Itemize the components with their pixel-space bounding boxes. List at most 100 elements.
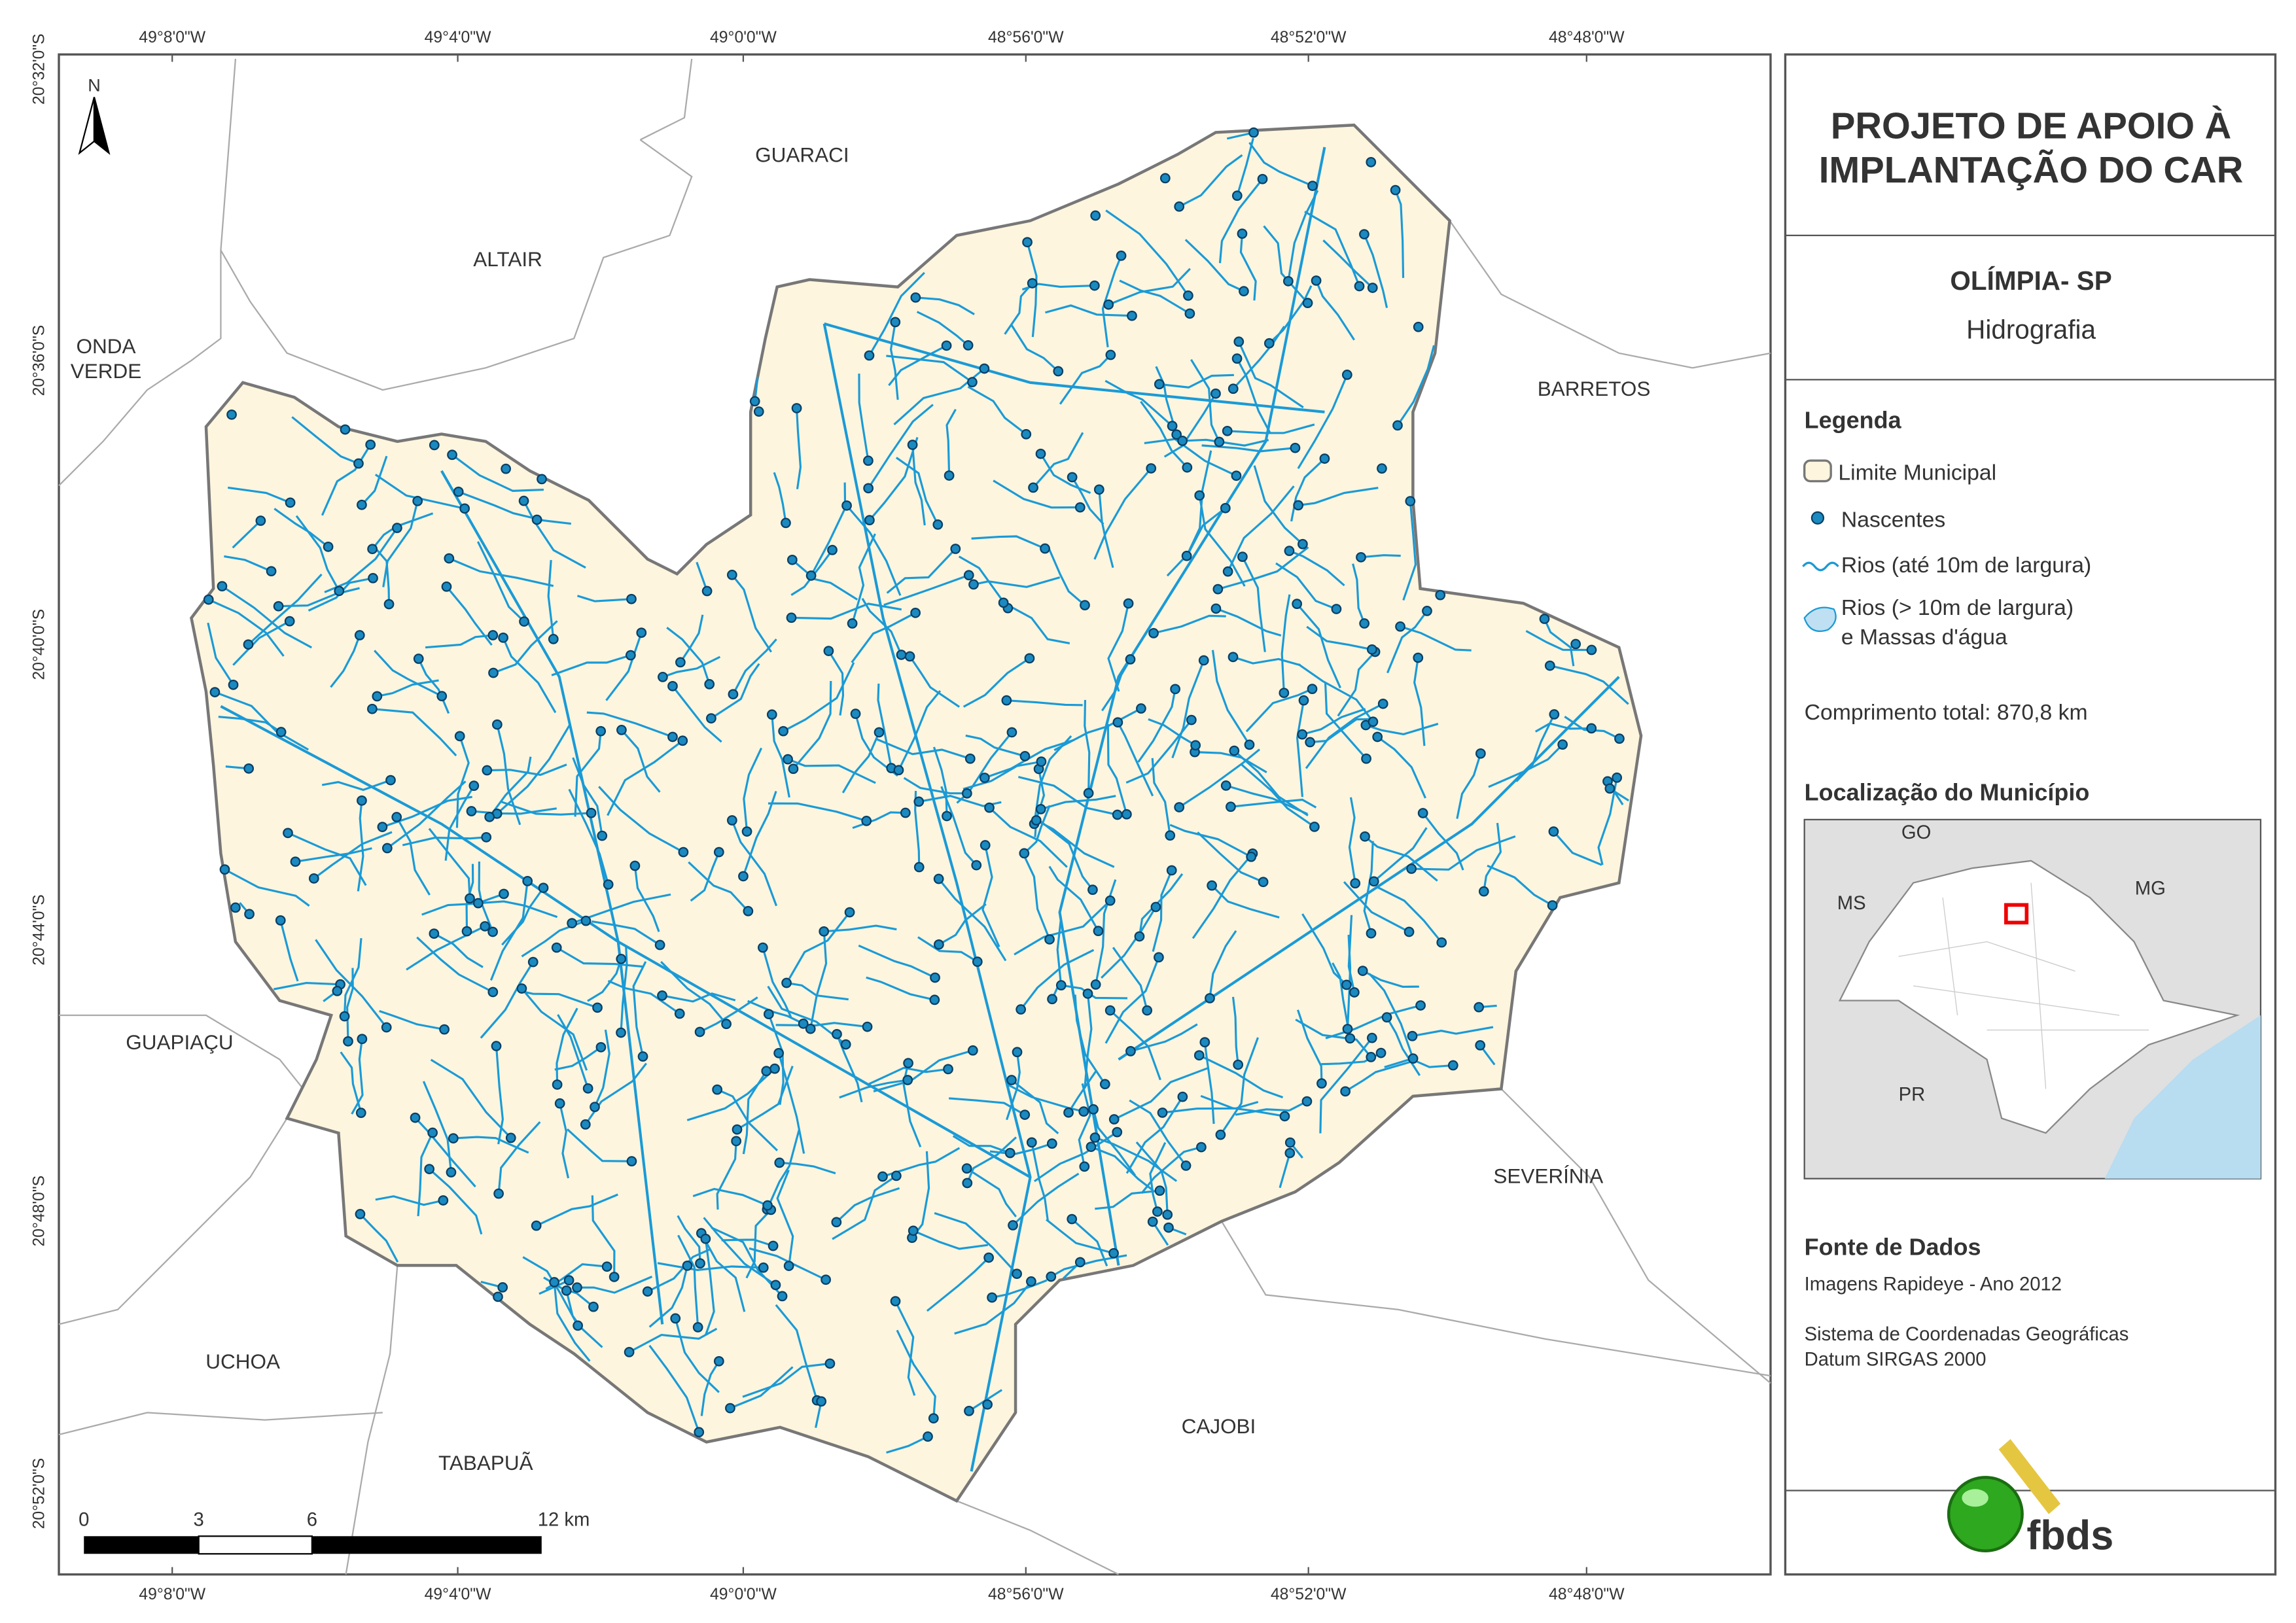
spring (962, 1178, 973, 1189)
coord-label: 20°52'0"S (31, 1458, 48, 1529)
spring (1086, 1142, 1097, 1152)
spring (1183, 290, 1193, 301)
spring (738, 871, 749, 882)
river (1386, 610, 1428, 674)
spring (1148, 628, 1159, 638)
spring (1231, 470, 1242, 481)
boundary (1500, 1088, 1771, 1384)
neighbor-label: VERDE (71, 359, 141, 383)
spring (783, 1261, 794, 1271)
spring (768, 1240, 779, 1251)
river (502, 637, 557, 714)
spring (1377, 698, 1388, 709)
river (861, 597, 902, 655)
river (247, 573, 323, 646)
spring (487, 986, 499, 998)
river (1211, 650, 1250, 746)
spring (890, 317, 901, 328)
spring (595, 1041, 607, 1053)
river (1241, 764, 1315, 828)
river (1004, 282, 1033, 335)
river (446, 585, 493, 646)
spring (1099, 1079, 1110, 1090)
spring (913, 862, 925, 873)
river (1597, 777, 1618, 865)
spring (1415, 1000, 1426, 1011)
spring (487, 630, 499, 640)
spring (410, 1112, 421, 1123)
spring (381, 1022, 392, 1033)
spring (704, 679, 715, 689)
river (858, 374, 870, 461)
spring (1368, 876, 1379, 887)
spring (355, 1209, 366, 1219)
spring (1345, 1033, 1356, 1044)
spring (1112, 1126, 1123, 1138)
spring (1231, 353, 1243, 364)
boundary (345, 1265, 398, 1575)
spring (1055, 980, 1067, 991)
river (965, 734, 1025, 758)
river (1237, 341, 1304, 409)
river (330, 635, 361, 688)
river (376, 679, 439, 697)
spring (798, 1018, 809, 1029)
inset-label: MG (2135, 879, 2166, 899)
river (591, 1195, 616, 1277)
spring (1248, 127, 1259, 138)
spring (908, 1225, 919, 1236)
spring (1279, 1111, 1290, 1122)
springs (203, 127, 1625, 1442)
river (783, 662, 855, 733)
scale-segment (84, 1536, 199, 1554)
spring (1290, 442, 1301, 453)
river (1078, 1083, 1091, 1167)
spring (1186, 714, 1197, 725)
river (1209, 930, 1237, 999)
spring (588, 1301, 599, 1312)
spring (595, 725, 607, 737)
spring (1147, 1216, 1158, 1227)
river (1253, 465, 1303, 545)
spring (682, 1260, 693, 1271)
spring (766, 709, 777, 720)
river (1384, 1058, 1453, 1068)
spring (1413, 321, 1424, 332)
river (1413, 657, 1426, 746)
river (453, 1136, 529, 1154)
river (1544, 618, 1575, 667)
spring (677, 735, 688, 746)
spring (832, 1028, 842, 1039)
river (1377, 886, 1443, 943)
river (786, 981, 849, 1001)
legend-label: Limite Municipal (1838, 460, 1996, 485)
spring (987, 1292, 997, 1303)
spring (781, 517, 791, 529)
river (428, 828, 471, 899)
spring (1205, 993, 1215, 1003)
spring (1447, 1060, 1458, 1071)
river (1071, 476, 1104, 525)
spring (721, 1019, 732, 1030)
spring (1134, 931, 1145, 942)
river (593, 1029, 610, 1108)
spring (1233, 1059, 1244, 1070)
municipality-lines (1898, 882, 2149, 1089)
spring (1190, 740, 1201, 751)
spring (580, 915, 592, 926)
spring (624, 1347, 635, 1357)
river (888, 344, 947, 387)
river (1394, 190, 1405, 278)
spring (1036, 756, 1047, 767)
spring (781, 977, 792, 988)
spring (1612, 772, 1623, 783)
municipality: OLÍMPIA- SP (1950, 266, 2111, 296)
river (487, 763, 567, 777)
boundary (1221, 1221, 1771, 1377)
spring (1375, 1047, 1386, 1058)
river (671, 685, 722, 743)
spring (1395, 621, 1405, 632)
spring (499, 888, 509, 899)
river (1298, 487, 1379, 506)
spring (1349, 987, 1360, 998)
